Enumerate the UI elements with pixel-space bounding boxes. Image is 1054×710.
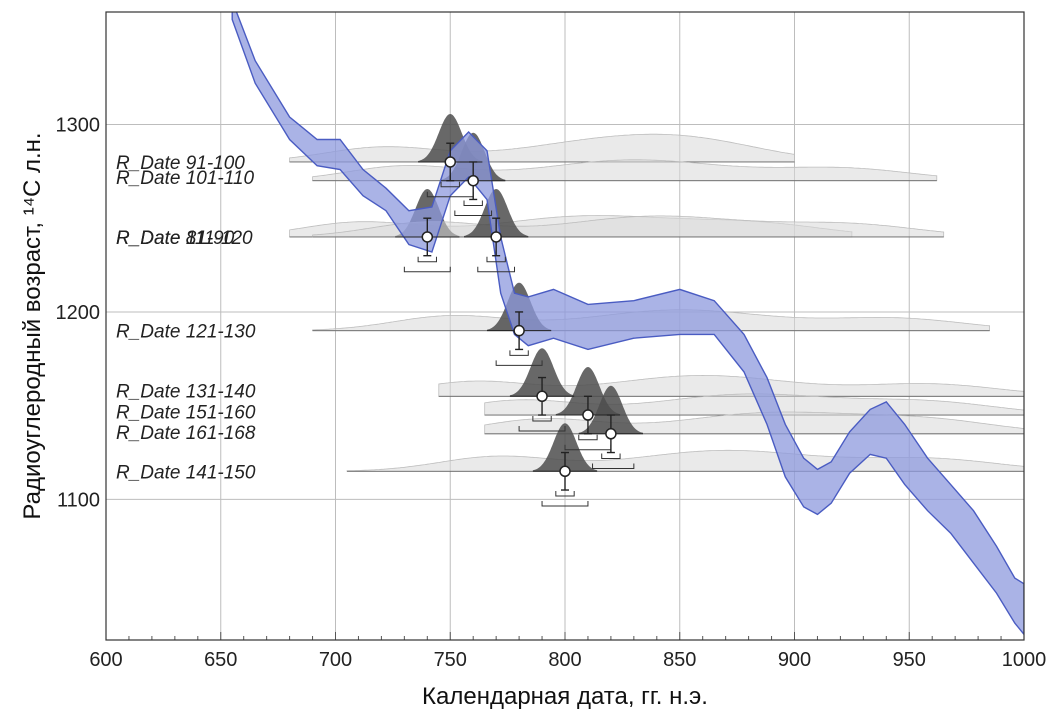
range-bracket-outer	[495, 360, 543, 366]
x-tick-label: 950	[893, 649, 926, 671]
date-label: R_Date 91-100	[116, 153, 245, 174]
calibration-curve	[231, 12, 1024, 636]
range-bracket-outer	[454, 210, 493, 216]
date-point	[582, 409, 594, 421]
range-bracket-inner	[601, 453, 621, 460]
y-tick-label: 1100	[57, 489, 100, 511]
x-tick-label: 700	[319, 649, 352, 671]
x-tick-label: 900	[778, 649, 811, 671]
x-tick-label: 750	[434, 649, 467, 671]
date-label: R_Date 141-150	[116, 462, 256, 483]
x-tick-label: 850	[663, 649, 696, 671]
y-axis-title: Радиоуглеродный возраст, ¹⁴C л.н.	[19, 132, 46, 519]
date-point	[605, 428, 617, 440]
x-tick-label: 650	[204, 649, 237, 671]
x-tick-label: 600	[89, 649, 122, 671]
date-point	[444, 156, 456, 168]
posterior-distribution	[578, 385, 644, 434]
calibration-band	[231, 12, 1024, 636]
date-point	[421, 231, 434, 243]
probability-distributions	[289, 114, 1025, 472]
range-bracket-inner	[532, 416, 552, 422]
date-marks	[395, 142, 644, 507]
date-point	[559, 465, 571, 478]
date-label: R_Date 131-140	[116, 382, 256, 403]
range-bracket-outer	[477, 266, 516, 273]
date-point	[513, 324, 525, 337]
y-tick-label: 1300	[56, 114, 101, 136]
tick-labels: 600 650 700 750 800 850 900 950 1000 1100 1200 1300	[56, 114, 1047, 671]
date-label: R_Date 151-160	[116, 402, 256, 423]
x-tick-label: 800	[548, 649, 581, 671]
range-bracket-outer	[592, 463, 635, 470]
date-point	[467, 174, 479, 187]
plot-frame	[105, 11, 1025, 641]
date-point	[490, 231, 502, 243]
date-point	[536, 390, 548, 403]
date-label: R_Date 111-120	[116, 228, 253, 249]
date-label: R_Date 81-90	[116, 228, 235, 249]
y-tick-label: 1200	[56, 302, 101, 324]
prior-distribution	[312, 159, 938, 182]
range-bracket-inner	[486, 256, 506, 263]
date-label: R_Date 121-130	[116, 322, 256, 343]
range-bracket-inner	[578, 434, 598, 441]
prior-distribution	[289, 133, 795, 163]
range-bracket-outer	[403, 266, 451, 273]
range-bracket-inner	[509, 350, 529, 356]
x-tick-label: 1000	[1002, 649, 1047, 671]
x-axis-title: Календарная дата, гг. н.э.	[422, 683, 708, 710]
range-bracket-outer	[541, 501, 589, 507]
range-bracket-inner	[463, 200, 483, 206]
range-bracket-inner	[417, 256, 437, 263]
range-bracket-outer	[518, 426, 566, 432]
date-label: R_Date 161-168	[116, 423, 256, 444]
posterior-distribution	[509, 348, 575, 397]
range-bracket-inner	[555, 491, 575, 497]
date-label: R_Date 101-110	[116, 168, 254, 189]
range-bracket-inner	[440, 181, 460, 188]
